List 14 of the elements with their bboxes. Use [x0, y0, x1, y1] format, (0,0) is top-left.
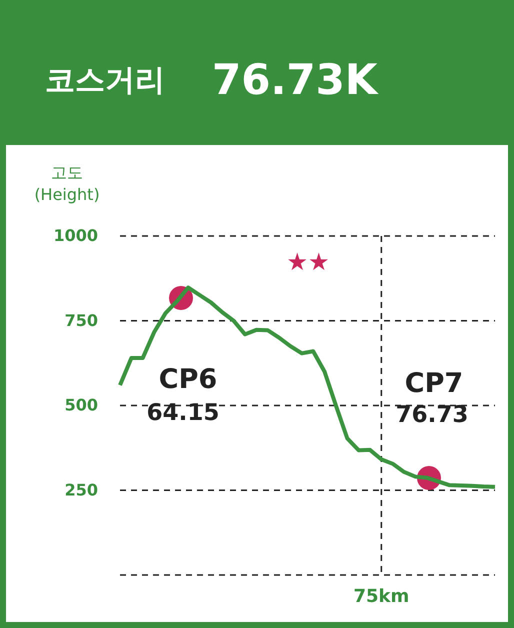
- annotation: 64.15: [146, 400, 220, 426]
- y-tick-label: 250: [64, 480, 98, 500]
- y-tick-label: 750: [64, 310, 98, 330]
- chart-subtitle: 76.73K: [212, 55, 379, 104]
- x-tick-label: 75km: [353, 586, 410, 607]
- y-axis-title: 고도 (Height): [34, 163, 100, 204]
- line-series: [118, 286, 497, 489]
- y-tick-label: 500: [64, 396, 98, 415]
- annotation: CP6: [158, 364, 218, 395]
- chart-title: 코스거리: [45, 63, 165, 98]
- annotation: 76.73: [396, 402, 468, 428]
- annotation: CP7: [404, 368, 464, 399]
- annotation: ★★: [286, 248, 330, 276]
- y-tick-label: 1000: [53, 226, 98, 246]
